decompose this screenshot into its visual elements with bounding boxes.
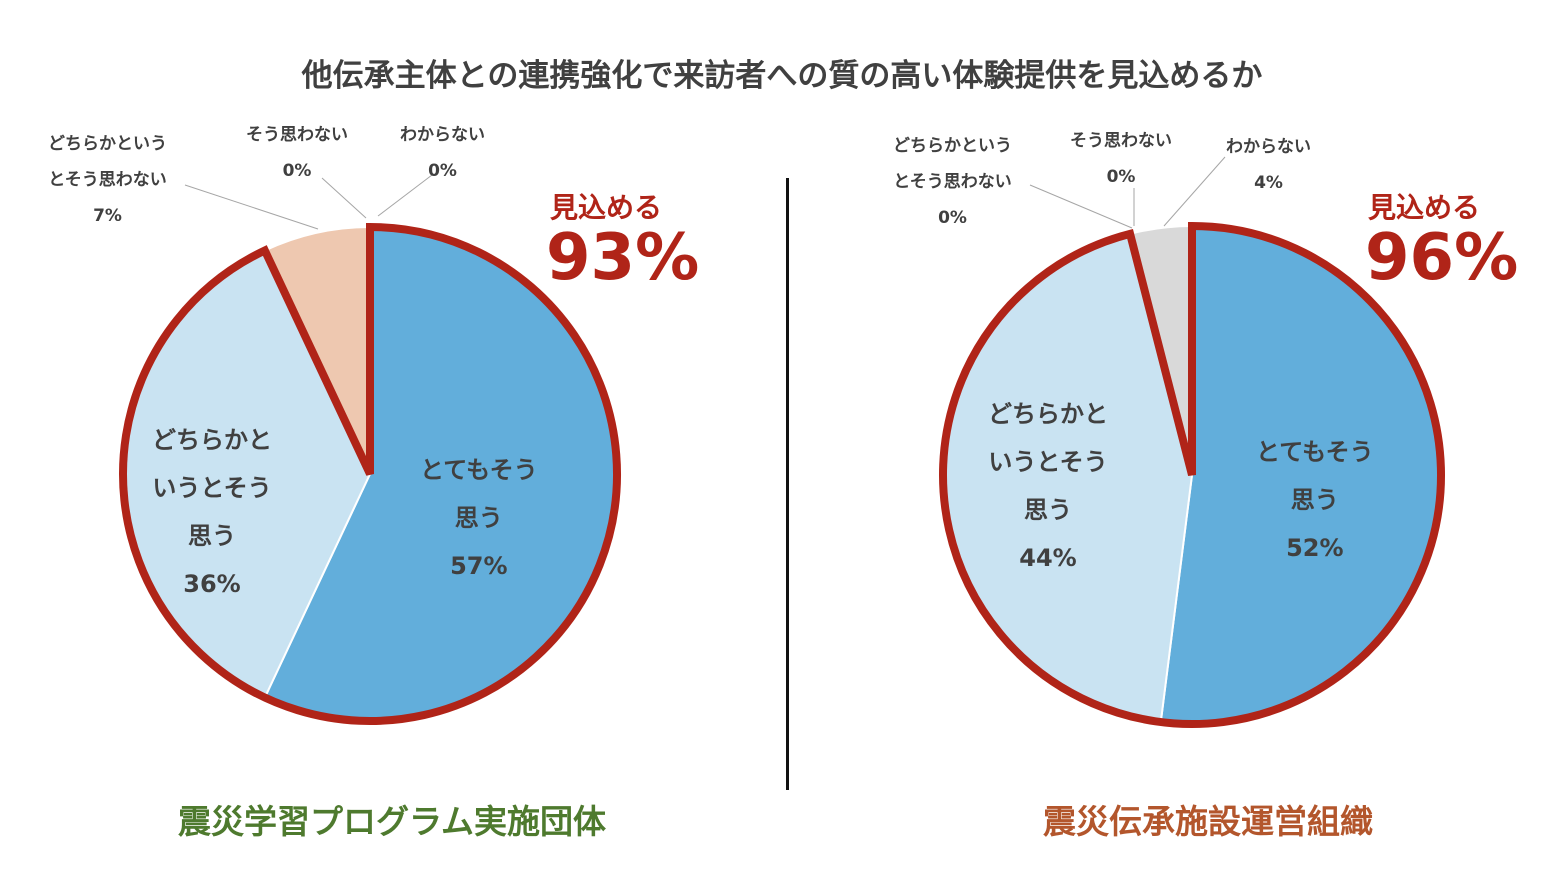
group-label-right: 震災伝承施設運営組織 <box>1043 802 1373 841</box>
label-disagree-somewhat-right: どちらかという とそう思わない 0% <box>893 136 1012 228</box>
highlight-label-right: 見込める <box>1368 191 1481 224</box>
chart-title: 他伝承主体との連携強化で来訪者への質の高い体験提供を見込めるか <box>301 58 1263 94</box>
label-strong-agree-right: とてもそう 思う 52% <box>1256 438 1374 562</box>
leader-line <box>1163 156 1226 227</box>
label-disagree-left: そう思わない 0% <box>246 125 348 181</box>
highlight-outline <box>119 222 621 725</box>
highlight-value-left: 93% <box>546 221 700 295</box>
leader-line <box>184 184 319 230</box>
highlight-outline <box>939 221 1446 728</box>
highlight-value-right: 96% <box>1365 221 1519 295</box>
label-agree-right: どちらかと いうとそう 思う 44% <box>988 400 1108 572</box>
pie-chart-left <box>119 174 621 725</box>
highlight-label-left: 見込める <box>550 191 663 224</box>
group-label-left: 震災学習プログラム実施団体 <box>177 802 606 841</box>
label-strong-agree-left: とてもそう 思う 57% <box>420 456 538 580</box>
leader-line <box>321 177 367 219</box>
label-agree-left: どちらかと いうとそう 思う 36% <box>152 426 272 598</box>
leader-line <box>377 174 433 217</box>
pie-chart-right <box>939 156 1446 728</box>
label-disagree-right: そう思わない 0% <box>1070 131 1172 187</box>
label-disagree-somewhat-left: どちらかという とそう思わない 7% <box>48 134 167 226</box>
divider <box>786 178 789 790</box>
leader-line <box>1029 184 1133 229</box>
label-unknown-right: わからない 4% <box>1226 137 1311 193</box>
label-unknown-left: わからない 0% <box>400 125 485 181</box>
